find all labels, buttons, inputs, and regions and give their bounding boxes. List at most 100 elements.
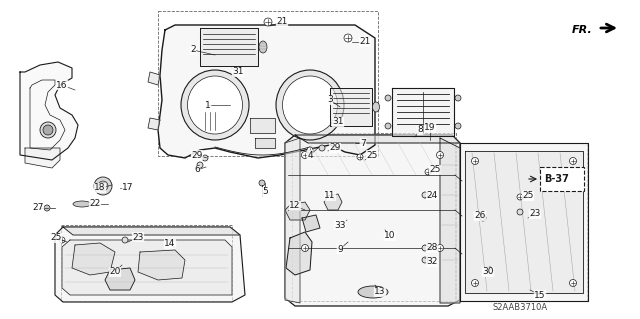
Polygon shape	[55, 227, 245, 302]
Circle shape	[94, 177, 112, 195]
Polygon shape	[302, 215, 320, 232]
Polygon shape	[148, 72, 160, 85]
Text: FR.: FR.	[572, 25, 593, 35]
Text: 19: 19	[424, 123, 436, 132]
Text: 23: 23	[132, 233, 144, 241]
Text: 25: 25	[429, 166, 441, 174]
Polygon shape	[63, 227, 240, 235]
Bar	[158, 11, 378, 156]
Text: 16: 16	[56, 80, 68, 90]
Circle shape	[455, 123, 461, 129]
Polygon shape	[200, 28, 258, 66]
Text: 23: 23	[529, 210, 541, 219]
Text: 7: 7	[360, 138, 366, 147]
Text: 15: 15	[534, 291, 546, 300]
Text: 6: 6	[194, 166, 200, 174]
Text: 2: 2	[190, 46, 196, 55]
Polygon shape	[460, 143, 588, 301]
Circle shape	[385, 123, 391, 129]
Polygon shape	[286, 232, 312, 275]
Text: 4: 4	[307, 151, 313, 160]
Text: 8: 8	[417, 125, 423, 135]
Circle shape	[344, 34, 352, 42]
Circle shape	[259, 180, 265, 186]
Text: 33: 33	[334, 220, 346, 229]
Circle shape	[307, 147, 313, 153]
Circle shape	[357, 154, 363, 160]
Text: B-37: B-37	[544, 174, 569, 184]
Text: 25: 25	[366, 151, 378, 160]
Polygon shape	[250, 118, 275, 133]
Circle shape	[59, 237, 65, 243]
Text: 18: 18	[94, 183, 106, 192]
Text: 17: 17	[122, 183, 134, 192]
Text: 24: 24	[426, 190, 438, 199]
Polygon shape	[148, 118, 160, 130]
Circle shape	[319, 145, 325, 151]
Circle shape	[517, 194, 523, 200]
Ellipse shape	[188, 76, 243, 134]
Text: 21: 21	[359, 38, 371, 47]
Polygon shape	[285, 138, 300, 303]
Polygon shape	[138, 250, 185, 280]
Text: 21: 21	[276, 18, 288, 26]
Polygon shape	[255, 138, 275, 148]
Text: 14: 14	[164, 240, 176, 249]
Text: 5: 5	[262, 188, 268, 197]
Text: 12: 12	[289, 202, 301, 211]
Circle shape	[202, 155, 208, 161]
Text: 25: 25	[522, 191, 534, 201]
Ellipse shape	[276, 70, 344, 140]
Polygon shape	[440, 138, 460, 303]
Circle shape	[422, 192, 428, 198]
Circle shape	[480, 215, 486, 221]
Circle shape	[472, 279, 479, 286]
Ellipse shape	[259, 41, 267, 53]
Text: 26: 26	[474, 211, 486, 220]
Circle shape	[487, 267, 493, 273]
Bar	[292, 133, 456, 301]
Text: 3: 3	[327, 95, 333, 105]
Text: S2AAB3710A: S2AAB3710A	[492, 303, 548, 313]
Polygon shape	[330, 88, 372, 126]
Text: 13: 13	[374, 287, 386, 296]
Polygon shape	[72, 243, 115, 275]
Circle shape	[436, 244, 444, 251]
Text: 29: 29	[330, 144, 340, 152]
Bar	[455, 143, 587, 301]
Bar	[61, 225, 232, 301]
Circle shape	[301, 244, 308, 251]
Text: 30: 30	[483, 268, 493, 277]
Circle shape	[197, 162, 203, 168]
Text: 31: 31	[332, 117, 344, 127]
Polygon shape	[324, 194, 342, 210]
Circle shape	[570, 158, 577, 165]
Text: 28: 28	[426, 243, 438, 253]
Ellipse shape	[358, 286, 388, 298]
Circle shape	[122, 237, 128, 243]
Circle shape	[44, 205, 50, 211]
Polygon shape	[465, 151, 583, 293]
Ellipse shape	[372, 102, 380, 112]
Polygon shape	[392, 88, 454, 136]
Circle shape	[425, 169, 431, 175]
Text: 25: 25	[51, 234, 61, 242]
Circle shape	[422, 257, 428, 263]
Text: 22: 22	[90, 199, 100, 209]
Polygon shape	[158, 25, 375, 158]
Text: 27: 27	[32, 204, 44, 212]
Circle shape	[385, 95, 391, 101]
Text: 31: 31	[232, 68, 244, 77]
Circle shape	[422, 245, 428, 251]
Text: 1: 1	[205, 100, 211, 109]
Circle shape	[43, 125, 53, 135]
Text: 11: 11	[324, 191, 336, 201]
Polygon shape	[20, 62, 78, 160]
Ellipse shape	[73, 201, 91, 207]
Polygon shape	[62, 240, 232, 295]
Text: 10: 10	[384, 232, 396, 241]
Circle shape	[40, 122, 56, 138]
Text: 20: 20	[109, 268, 121, 277]
Ellipse shape	[181, 70, 249, 140]
Polygon shape	[105, 268, 135, 290]
